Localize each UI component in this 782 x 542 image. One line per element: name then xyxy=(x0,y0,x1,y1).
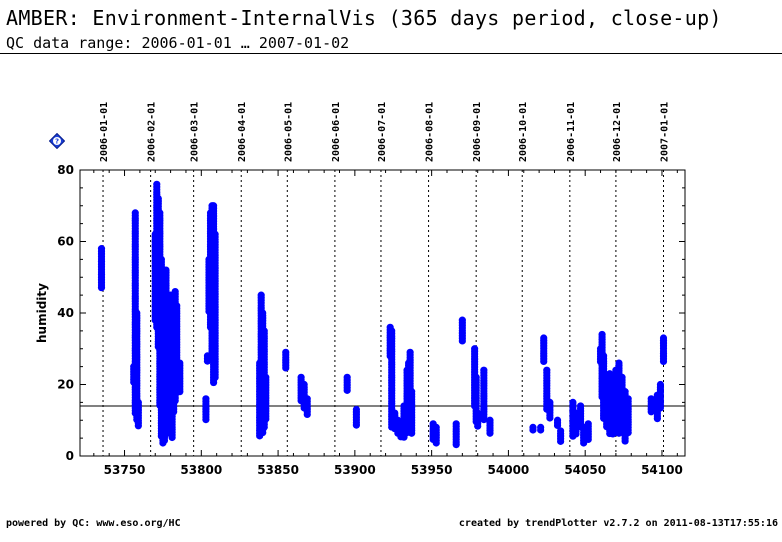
x-tick-label: 54100 xyxy=(641,463,683,477)
data-point xyxy=(162,430,170,438)
data-point xyxy=(160,436,169,444)
y-axis-label: humidity xyxy=(35,283,49,343)
qc-data-range: QC data range: 2006-01-01 … 2007-01-02 xyxy=(6,34,350,52)
data-point xyxy=(553,421,562,430)
data-point xyxy=(352,421,360,429)
data-point xyxy=(474,422,482,430)
x-tick-label: 53900 xyxy=(334,463,376,477)
tick-labels: 2006-01-01 2006-02-01 2006-03-01 2006-04-01… xyxy=(57,102,683,477)
data-point xyxy=(529,426,537,434)
data-point xyxy=(615,429,623,437)
data-point xyxy=(171,397,179,405)
data-point xyxy=(202,416,210,424)
page-title: AMBER: Environment-InternalVis (365 days… xyxy=(6,6,722,30)
data-point xyxy=(259,429,267,437)
x-tick-label: 54050 xyxy=(564,463,606,477)
month-label: 2006-01-01 xyxy=(99,102,110,162)
data-point xyxy=(540,357,548,366)
data-points xyxy=(97,180,668,449)
axis-ticks xyxy=(80,169,685,457)
month-label: 2007-01-01 xyxy=(660,102,671,162)
data-point xyxy=(653,415,661,423)
data-point xyxy=(624,429,632,437)
month-label: 2006-12-01 xyxy=(612,102,623,162)
data-point xyxy=(282,364,290,372)
data-point xyxy=(170,408,178,416)
svg-text:?: ? xyxy=(55,138,59,146)
data-point xyxy=(557,437,565,445)
x-tick-label: 53950 xyxy=(411,463,453,477)
x-tick-label: 53750 xyxy=(104,463,146,477)
data-point xyxy=(168,433,176,442)
data-point xyxy=(537,426,545,434)
data-point xyxy=(621,437,629,445)
data-point xyxy=(609,430,617,438)
y-tick-label: 20 xyxy=(57,378,74,392)
month-label: 2006-05-01 xyxy=(283,102,294,162)
month-label: 2006-03-01 xyxy=(190,102,201,162)
y-tick-label: 80 xyxy=(57,163,74,177)
data-point xyxy=(432,439,440,447)
data-point xyxy=(546,414,554,422)
y-tick-label: 60 xyxy=(57,235,74,249)
x-tick-label: 53850 xyxy=(257,463,299,477)
y-tick-label: 40 xyxy=(57,306,74,320)
data-point xyxy=(452,441,460,449)
footer-powered-by: powered by QC: www.eso.org/HC xyxy=(6,518,181,529)
data-point xyxy=(480,416,488,424)
data-point xyxy=(262,415,270,423)
month-label: 2006-10-01 xyxy=(518,102,529,162)
month-label: 2006-11-01 xyxy=(566,102,577,162)
data-point xyxy=(343,386,351,394)
data-point xyxy=(584,435,592,444)
header-divider xyxy=(0,53,782,54)
data-point xyxy=(303,410,311,418)
help-diamond-icon[interactable]: ? xyxy=(49,133,65,149)
data-point xyxy=(486,429,494,437)
data-point xyxy=(458,337,466,345)
data-point xyxy=(97,284,106,292)
month-label: 2006-08-01 xyxy=(425,102,436,162)
month-label: 2006-09-01 xyxy=(472,102,483,162)
data-point xyxy=(260,423,268,431)
month-label: 2006-06-01 xyxy=(331,102,342,162)
data-point xyxy=(211,373,219,381)
data-point xyxy=(572,430,580,438)
y-tick-label: 0 xyxy=(66,449,74,463)
data-point xyxy=(203,357,212,365)
month-label: 2006-02-01 xyxy=(147,102,158,162)
x-tick-label: 53800 xyxy=(180,463,222,477)
data-point xyxy=(659,357,668,366)
data-point xyxy=(134,422,142,430)
month-label: 2006-04-01 xyxy=(237,102,248,162)
month-label: 2006-07-01 xyxy=(377,102,388,162)
data-point xyxy=(656,404,665,412)
footer-created-by: created by trendPlotter v2.7.2 on 2011-0… xyxy=(458,518,778,529)
data-point xyxy=(647,408,655,416)
data-point xyxy=(176,388,184,396)
x-tick-label: 54000 xyxy=(488,463,530,477)
data-point xyxy=(408,429,416,437)
